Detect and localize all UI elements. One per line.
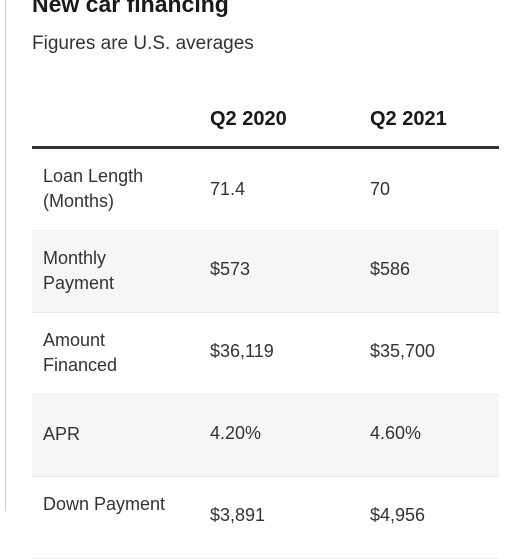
cell-amount-financed-2020: $36,119 — [210, 341, 274, 361]
row-label-amount-financed: Amount Financed — [43, 330, 118, 375]
table-row: Down Payment $3,891 $4,956 — [32, 477, 499, 559]
table-header-row: Q2 2020 Q2 2021 — [32, 98, 499, 149]
table-row: Amount Financed $36,119 $35,700 — [32, 313, 499, 395]
cell-amount-financed-2021: $35,700 — [370, 341, 436, 361]
cell-loan-length-2021: 70 — [370, 179, 391, 199]
row-label-loan-length: Loan Length (Months) — [43, 166, 144, 211]
cell-loan-length-2020: 71.4 — [210, 179, 246, 199]
left-edge-rule — [5, 0, 6, 511]
column-header-q2-2021: Q2 2021 — [370, 108, 447, 130]
row-label-down-payment: Down Payment — [43, 494, 166, 514]
cell-monthly-payment-2020: $573 — [210, 259, 251, 279]
row-label-apr: APR — [43, 424, 81, 444]
table-row: Loan Length (Months) 71.4 70 — [32, 149, 499, 231]
chart-title: New car financing — [32, 0, 229, 17]
table-row: APR 4.20% 4.60% — [32, 395, 499, 477]
row-label-monthly-payment: Monthly Payment — [43, 248, 115, 293]
cell-down-payment-2021: $4,956 — [370, 505, 426, 525]
financing-table: Q2 2020 Q2 2021 Loan Length (Months) 71.… — [32, 98, 499, 559]
cell-apr-2020: 4.20% — [210, 423, 262, 443]
table-row: Monthly Payment $573 $586 — [32, 231, 499, 313]
column-header-q2-2020: Q2 2020 — [210, 108, 287, 130]
chart-subtitle: Figures are U.S. averages — [32, 33, 254, 54]
cell-apr-2021: 4.60% — [370, 423, 422, 443]
cell-down-payment-2020: $3,891 — [210, 505, 266, 525]
cell-monthly-payment-2021: $586 — [370, 259, 411, 279]
